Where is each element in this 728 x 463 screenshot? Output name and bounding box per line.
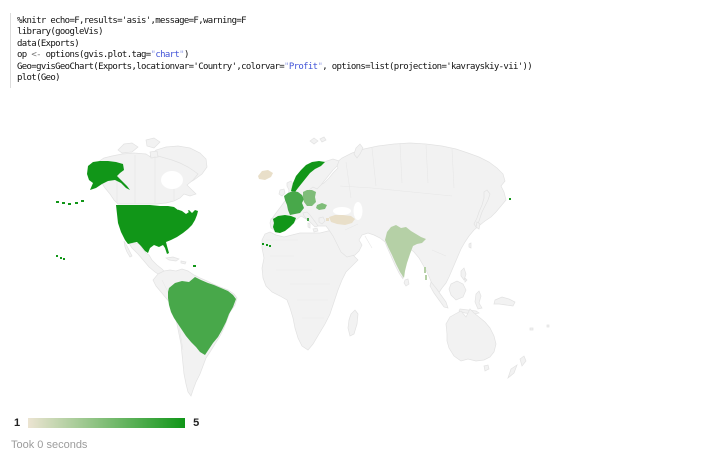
code-block: %knitr echo=F,results='asis',message=F,w… xyxy=(10,13,533,89)
country-brazil[interactable] xyxy=(168,277,236,355)
code-line: data(Exports) xyxy=(17,39,532,50)
land-pacific-islands xyxy=(529,324,550,331)
land-africa xyxy=(261,229,359,351)
code-token-plain: options(gvis.plot.tag= xyxy=(40,50,152,61)
country-germany[interactable] xyxy=(303,190,316,206)
land-madagascar xyxy=(347,309,359,337)
land-caribbean xyxy=(165,256,187,265)
land-borneo xyxy=(448,280,467,301)
code-token-plain: , options=list(projection='kavrayskiy-vi… xyxy=(322,61,533,72)
legend-max-label: 5 xyxy=(193,417,200,429)
country-united-states-mainland[interactable] xyxy=(116,205,198,254)
country-andaman-islands[interactable] xyxy=(424,267,427,280)
code-line: %knitr echo=F,results='asis',message=F,w… xyxy=(17,16,532,27)
country-pacific-island-dot[interactable] xyxy=(509,198,511,200)
code-line: Geo=gvisGeoChart(Exports,locationvar='Co… xyxy=(17,61,533,73)
code-token-quote: " xyxy=(150,50,156,61)
caspian-sea xyxy=(353,202,363,220)
land-sulawesi xyxy=(474,290,483,310)
land-philippines xyxy=(460,267,468,283)
country-india[interactable] xyxy=(385,225,426,278)
land-new-zealand xyxy=(507,355,527,380)
code-token-string: Profit xyxy=(288,61,318,72)
country-puerto-rico[interactable] xyxy=(193,265,196,267)
code-token-operator: <- xyxy=(31,50,41,61)
code-token-plain: plot(Geo) xyxy=(17,73,61,84)
land-arctic-islands xyxy=(117,137,161,159)
code-token-quote: " xyxy=(284,61,289,72)
country-canary-islands[interactable] xyxy=(262,243,271,247)
code-token-plain: %knitr echo=F,results='asis',message=F,w… xyxy=(17,16,247,26)
land-korea xyxy=(475,221,481,230)
code-line: op <- options(gvis.plot.tag="chart") xyxy=(17,50,532,61)
code-token-plain: Geo=gvisGeoChart(Exports,locationvar='Co… xyxy=(17,61,285,72)
land-taiwan xyxy=(468,242,472,249)
great-lakes xyxy=(177,206,189,214)
land-ireland xyxy=(278,188,286,197)
land-greece xyxy=(318,216,326,225)
world-map xyxy=(56,136,550,397)
code-token-plain: ) xyxy=(183,50,189,61)
code-token-plain: data(Exports) xyxy=(17,38,80,49)
country-alaska[interactable] xyxy=(87,161,130,190)
legend-gradient xyxy=(28,418,186,428)
country-aleutian-islands[interactable] xyxy=(56,200,84,205)
country-spain[interactable] xyxy=(273,215,296,233)
code-line: library(googleVis) xyxy=(17,27,532,38)
status-text: Took 0 seconds xyxy=(11,439,88,451)
country-norway[interactable] xyxy=(291,161,325,192)
code-token-plain: library(googleVis) xyxy=(17,27,103,38)
land-tasmania xyxy=(483,364,490,372)
land-new-guinea xyxy=(493,296,516,307)
country-france[interactable] xyxy=(284,191,304,215)
land-svalbard xyxy=(309,136,327,145)
legend-min-label: 1 xyxy=(14,417,21,429)
code-token-quote: " xyxy=(317,61,323,72)
country-hawaii[interactable] xyxy=(56,255,65,260)
code-token-plain: op xyxy=(17,50,32,61)
geochart xyxy=(0,128,728,418)
color-legend: 1 5 xyxy=(14,416,199,430)
land-novaya-zemlya xyxy=(353,143,364,159)
land-sumatra xyxy=(429,281,449,309)
code-token-quote: " xyxy=(179,50,184,61)
country-turkey[interactable] xyxy=(326,215,355,225)
land-italy xyxy=(302,211,319,233)
country-corsica[interactable] xyxy=(307,218,309,221)
country-borders xyxy=(116,143,455,351)
land-australia xyxy=(445,308,497,362)
code-line: plot(Geo) xyxy=(17,73,532,84)
country-hungary[interactable] xyxy=(316,203,327,210)
hudson-bay xyxy=(161,171,183,189)
black-sea xyxy=(333,207,351,215)
code-token-string: chart xyxy=(155,50,180,61)
country-iceland[interactable] xyxy=(258,170,273,180)
land-sri-lanka xyxy=(403,278,410,287)
